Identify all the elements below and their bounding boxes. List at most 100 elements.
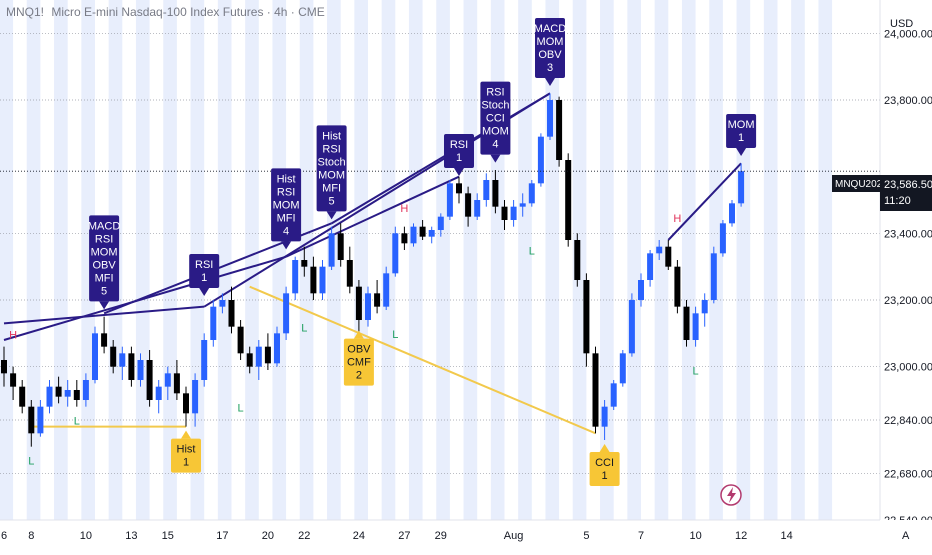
candle: [292, 256, 299, 300]
candle-body: [628, 300, 635, 354]
signal-text: 5: [329, 195, 335, 207]
candle: [701, 293, 708, 327]
candle: [164, 366, 171, 400]
candle-body: [219, 300, 226, 307]
time-axis[interactable]: 6 8 10 13 15 17 20 22 24 27 29 Aug 5 7 10 12 14 A: [0, 519, 932, 550]
candle-body: [456, 183, 462, 194]
candle: [82, 373, 89, 407]
signal-text: 5: [101, 285, 107, 297]
session-band: [217, 0, 232, 520]
candle-body: [146, 360, 153, 400]
signal-text: 1: [456, 152, 462, 164]
candle: [219, 293, 226, 314]
time-tick-label: 10: [80, 530, 92, 542]
bearish-divergence-line: [3, 305, 205, 325]
candle: [328, 226, 335, 270]
candle-body: [674, 266, 681, 307]
candle-body: [355, 286, 362, 320]
candle: [146, 350, 153, 407]
candle: [592, 346, 599, 434]
candle-body: [647, 253, 654, 280]
session-band: [381, 0, 396, 520]
candle: [19, 380, 26, 414]
candle-body: [292, 260, 299, 294]
auto-scale-button[interactable]: A: [902, 530, 910, 542]
session-band: [408, 0, 423, 520]
signal-text: MOM: [91, 246, 118, 258]
candle: [619, 350, 626, 387]
candle-body: [319, 266, 326, 294]
candle-body: [601, 406, 608, 427]
bearish-divergence-line: [3, 255, 287, 341]
candle-body: [119, 353, 126, 367]
time-tick-label: 7: [638, 530, 644, 542]
candle: [456, 176, 462, 204]
session-band: [54, 0, 68, 520]
session-band: [818, 0, 833, 520]
price-tick-label: 22,840.00: [884, 415, 932, 427]
candle-body: [101, 333, 108, 347]
candle-body: [510, 206, 517, 220]
time-tick-label: 17: [216, 530, 228, 542]
candle: [665, 240, 672, 270]
candle-body: [183, 393, 189, 414]
candle: [501, 200, 508, 230]
price-axis[interactable]: USD 24,000.00 23,800.00 23,400.00 23,200.00…: [832, 0, 932, 527]
signal-text: MFI: [322, 182, 341, 194]
candle-body: [701, 300, 708, 314]
candle: [274, 326, 280, 367]
session-band: [518, 0, 532, 520]
candle: [119, 346, 126, 380]
bullish-divergence-line: [249, 285, 596, 435]
candle: [719, 220, 726, 257]
signal-text: Hist: [277, 173, 296, 185]
price-tick-label: 23,400.00: [884, 228, 932, 240]
currency-label: USD: [890, 18, 913, 30]
candle: [173, 360, 180, 400]
signal-text: RSI: [195, 259, 213, 271]
candle-body: [128, 353, 135, 380]
candle-body: [46, 386, 53, 407]
candle-body: [228, 300, 235, 327]
candle-body: [37, 406, 44, 434]
candle-body: [92, 333, 98, 380]
candle: [519, 193, 526, 217]
candle-body: [19, 386, 26, 407]
pivot-high-label: H: [673, 213, 681, 225]
time-tick-label: 22: [298, 530, 310, 542]
candle: [583, 273, 590, 367]
candle-body: [592, 353, 599, 427]
candle-body: [619, 353, 626, 384]
candle-body: [419, 226, 426, 237]
candle-body: [565, 160, 572, 240]
candle-body: [638, 280, 644, 300]
chart-header: MNQ1! Micro E-mini Nasdaq-100 Index Futu…: [6, 5, 325, 19]
candle: [683, 300, 690, 347]
candle-body: [283, 293, 290, 334]
candle: [1, 346, 7, 387]
lightning-icon[interactable]: [720, 484, 742, 506]
candle-body: [474, 200, 481, 217]
time-tick-label: 8: [28, 530, 34, 542]
candle: [46, 380, 53, 414]
candle: [565, 153, 572, 247]
time-tick-label: 27: [398, 530, 410, 542]
signal-pointer: [353, 330, 364, 339]
signal-box: [189, 254, 220, 288]
candle: [419, 220, 426, 240]
candle: [210, 300, 217, 347]
candle-body: [328, 233, 335, 267]
candle-body: [392, 233, 399, 274]
signal-text: Hist: [322, 130, 341, 142]
candle-body: [683, 306, 690, 340]
candle-body: [410, 226, 417, 244]
session-band: [26, 0, 41, 520]
signal-box: [444, 134, 474, 168]
signal-text: 2: [356, 370, 362, 382]
signal-box: [316, 125, 347, 212]
